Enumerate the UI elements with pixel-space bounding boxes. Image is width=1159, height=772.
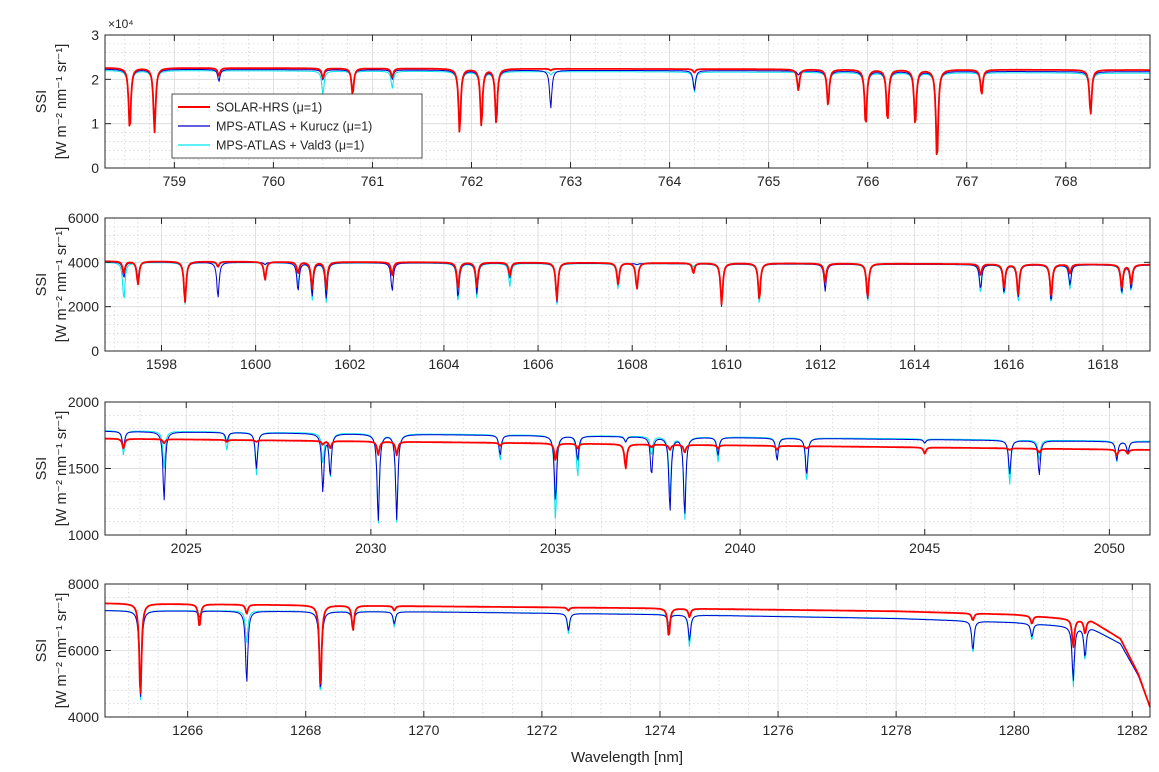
- x-tick-label: 759: [163, 173, 187, 189]
- x-tick-label: 1610: [711, 356, 742, 372]
- x-tick-label: 1598: [146, 356, 177, 372]
- legend-label: SOLAR-HRS (μ=1): [216, 101, 322, 115]
- x-tick-label: 1606: [522, 356, 553, 372]
- x-tick-label: 1618: [1087, 356, 1118, 372]
- y-tick-label: 2000: [68, 394, 99, 410]
- panel-3: 2025 2030 2035 2040 2045 2050 1000 1500 2000 SSI[…: [34, 394, 1150, 556]
- panel-2: 1598 1600 1602 1604 1606 1608 1610 1612 1614 1616…: [34, 210, 1150, 372]
- y-tick-label: 4000: [68, 709, 99, 725]
- x-tick-label: 1268: [290, 722, 321, 738]
- legend-label: MPS-ATLAS + Vald3 (μ=1): [216, 139, 364, 153]
- x-tick-label: 760: [262, 173, 286, 189]
- x-tick-label: 2050: [1094, 540, 1125, 556]
- x-tick-label: 1282: [1117, 722, 1148, 738]
- x-tick-label: 1274: [644, 722, 675, 738]
- x-tick-label: 761: [361, 173, 385, 189]
- y-tick-label: 6000: [68, 643, 99, 659]
- y-tick-label: 0: [91, 343, 99, 359]
- x-tick-label: 1278: [881, 722, 912, 738]
- panel-1: 759 760 761 762 763 764 765 766 767 768 0 1 2 3 ×10⁴ SS…: [34, 17, 1150, 189]
- x-tick-label: 1272: [526, 722, 557, 738]
- y-tick-label: 1: [91, 116, 99, 132]
- x-tick-label: 1270: [408, 722, 439, 738]
- y-axis-label-line1: SSI: [34, 273, 50, 296]
- y-axis-label-line2: [W m⁻² nm⁻¹ sr⁻¹]: [54, 593, 70, 709]
- y-tick-label: 2: [91, 71, 99, 87]
- x-tick-label: 2035: [540, 540, 571, 556]
- plot-area: [105, 218, 1150, 351]
- panel-4: 1266 1268 1270 1272 1274 1276 1278 1280 1282 4000…: [34, 576, 1150, 738]
- y-axis-label-line1: SSI: [34, 457, 50, 480]
- x-tick-label: 1604: [428, 356, 459, 372]
- x-tick-label: 2030: [355, 540, 386, 556]
- x-tick-label: 767: [955, 173, 979, 189]
- x-tick-label: 1280: [999, 722, 1030, 738]
- x-tick-label: 1602: [334, 356, 365, 372]
- x-tick-label: 762: [460, 173, 484, 189]
- y-tick-label: 1000: [68, 527, 99, 543]
- y-tick-label: 1500: [68, 461, 99, 477]
- y-axis-label-line2: [W m⁻² nm⁻¹ sr⁻¹]: [54, 44, 70, 160]
- y-axis-label-line1: SSI: [34, 90, 50, 113]
- x-tick-label: 1276: [762, 722, 793, 738]
- x-tick-label: 766: [856, 173, 880, 189]
- x-tick-label: 1616: [993, 356, 1024, 372]
- y-axis-label-line1: SSI: [34, 639, 50, 662]
- x-tick-label: 763: [559, 173, 583, 189]
- y-tick-label: 4000: [68, 254, 99, 270]
- y-tick-label: 3: [91, 27, 99, 43]
- y-tick-label: 2000: [68, 299, 99, 315]
- y-axis-label-line2: [W m⁻² nm⁻¹ sr⁻¹]: [54, 227, 70, 343]
- x-tick-label: 1266: [172, 722, 203, 738]
- y-tick-label: 0: [91, 160, 99, 176]
- x-tick-label: 764: [658, 173, 682, 189]
- x-tick-label: 1614: [899, 356, 930, 372]
- x-tick-label: 2025: [171, 540, 202, 556]
- x-axis-label: Wavelength [nm]: [571, 749, 683, 766]
- x-tick-label: 1612: [805, 356, 836, 372]
- y-tick-label: 6000: [68, 210, 99, 226]
- x-tick-label: 765: [757, 173, 781, 189]
- x-tick-label: 1608: [617, 356, 648, 372]
- y-tick-label: 8000: [68, 576, 99, 592]
- y-axis-label-line2: [W m⁻² nm⁻¹ sr⁻¹]: [54, 411, 70, 527]
- y-exponent-label: ×10⁴: [108, 17, 134, 31]
- x-tick-label: 2040: [725, 540, 756, 556]
- x-tick-label: 1600: [240, 356, 271, 372]
- legend-label: MPS-ATLAS + Kurucz (μ=1): [216, 120, 372, 134]
- x-tick-label: 768: [1054, 173, 1078, 189]
- x-tick-label: 2045: [909, 540, 940, 556]
